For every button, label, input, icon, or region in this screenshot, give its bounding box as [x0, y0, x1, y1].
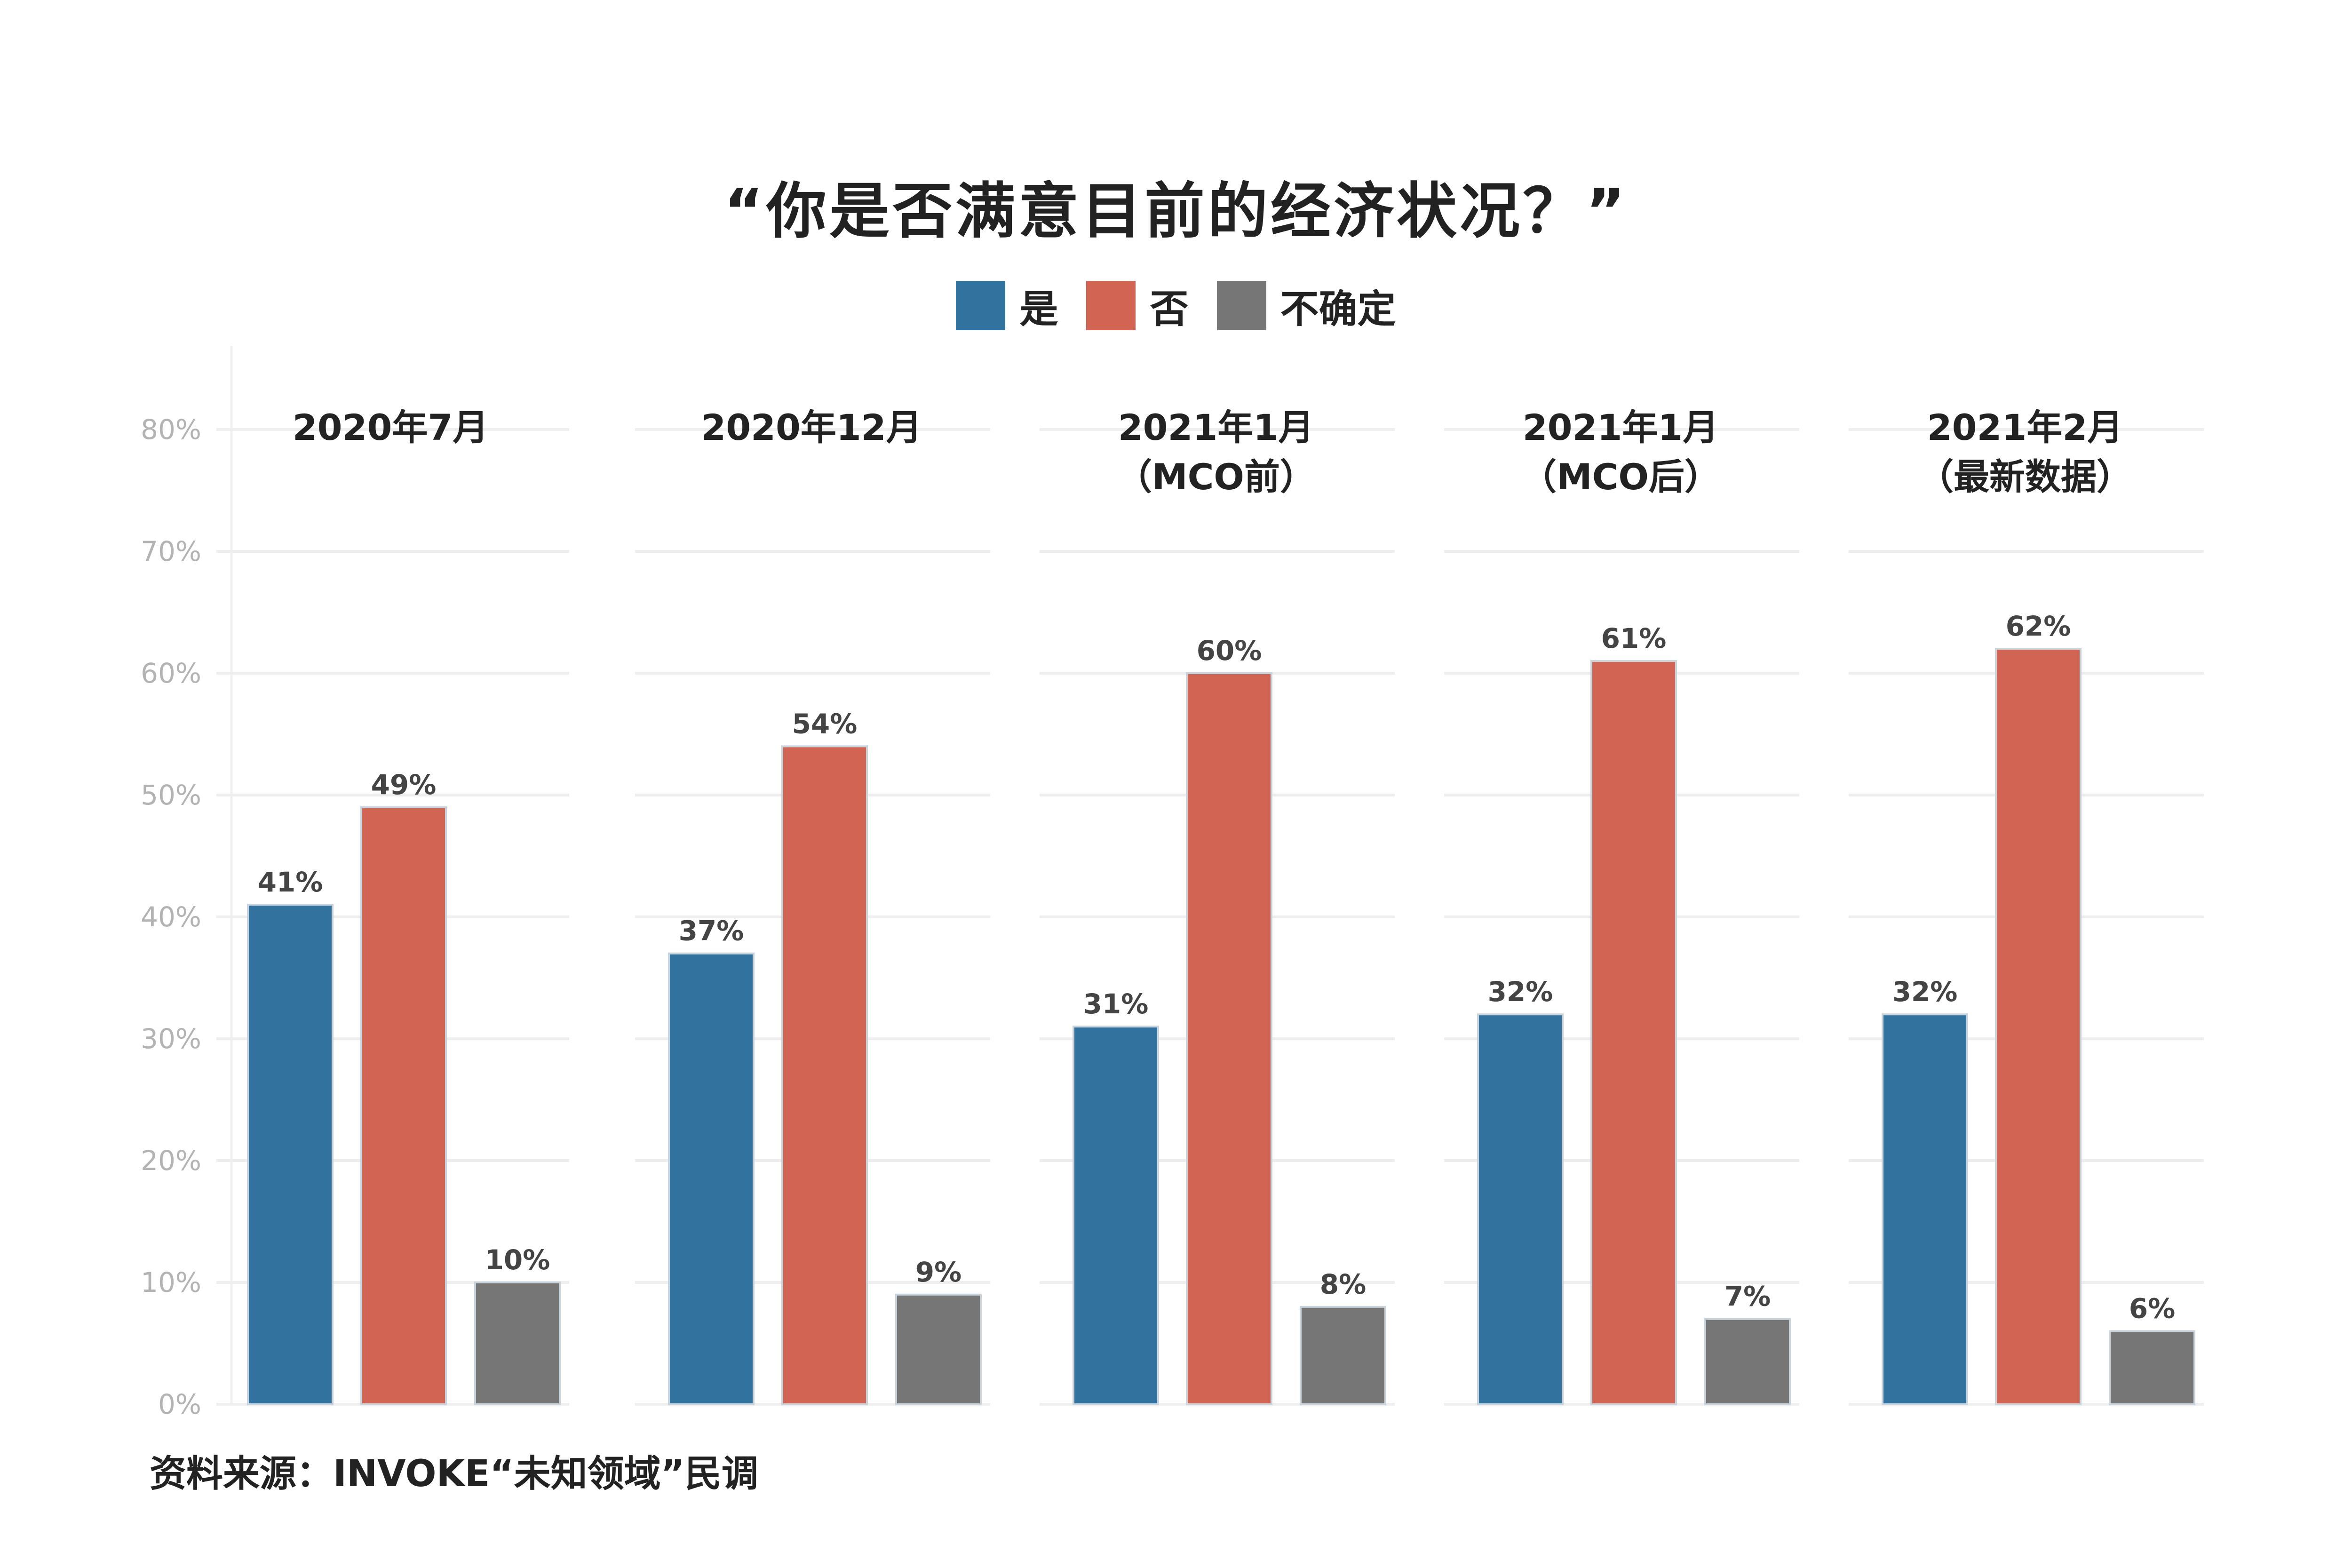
data-label: 49%: [371, 769, 437, 801]
y-tick-label: 0%: [158, 1388, 201, 1420]
legend-item-no: 否: [1086, 278, 1189, 334]
bar: [1073, 1026, 1159, 1406]
legend: 是 否 不确定: [0, 278, 2352, 334]
bar: [1704, 1318, 1791, 1405]
data-label: 41%: [258, 866, 323, 898]
data-label: 7%: [1724, 1281, 1771, 1313]
y-tick-label: 10%: [141, 1266, 201, 1298]
legend-swatch-unsure: [1216, 281, 1266, 330]
bar: [1186, 672, 1272, 1405]
legend-swatch-no: [1086, 281, 1136, 330]
data-label: 6%: [2129, 1293, 2175, 1325]
bar: [1995, 648, 2082, 1405]
data-label: 61%: [1601, 622, 1667, 654]
bar: [1300, 1305, 1386, 1406]
data-label: 60%: [1197, 635, 1262, 667]
bar: [2109, 1330, 2195, 1406]
data-label: 9%: [915, 1256, 961, 1288]
y-tick-label: 20%: [141, 1145, 201, 1177]
legend-label-yes: 是: [1019, 287, 1058, 332]
period-label: 2021年2月: [1927, 406, 2123, 448]
bar: [895, 1293, 982, 1405]
y-tick-label: 50%: [141, 779, 201, 811]
bar: [474, 1281, 561, 1405]
data-label: 37%: [679, 915, 744, 947]
bar: [1477, 1013, 1564, 1405]
legend-swatch-yes: [956, 281, 1006, 330]
period-label: 2021年1月: [1118, 406, 1314, 448]
legend-label-no: 否: [1150, 287, 1189, 332]
data-label: 32%: [1892, 976, 1958, 1008]
legend-item-unsure: 不确定: [1216, 278, 1396, 334]
bar: [360, 806, 447, 1405]
data-label: 54%: [792, 708, 858, 740]
data-label: 32%: [1488, 976, 1553, 1008]
source-note: 资料来源：INVOKE“未知领域”民调: [150, 1453, 758, 1495]
legend-label-unsure: 不确定: [1280, 287, 1396, 332]
period-label: （MCO后）: [1521, 456, 1720, 498]
period-label: （MCO前）: [1116, 456, 1316, 498]
y-tick-label: 60%: [141, 657, 201, 689]
y-tick-label: 40%: [141, 901, 201, 933]
legend-item-yes: 是: [956, 278, 1058, 334]
y-tick-label: 30%: [141, 1023, 201, 1055]
chart-title: “你是否满意目前的经济状况？”: [723, 176, 1629, 247]
y-tick-label: 80%: [141, 414, 201, 446]
period-label: 2020年7月: [293, 406, 488, 448]
data-label: 10%: [485, 1244, 550, 1276]
data-label: 8%: [1320, 1268, 1366, 1300]
bar: [781, 745, 868, 1405]
y-tick-label: 70%: [141, 535, 201, 567]
data-label: 62%: [2006, 610, 2071, 642]
data-label: 31%: [1083, 988, 1149, 1020]
bar: [1882, 1013, 1968, 1405]
bar: [1590, 660, 1677, 1405]
bar: [247, 904, 334, 1405]
period-label: 2021年1月: [1523, 406, 1718, 448]
period-label: 2020年12月: [701, 406, 922, 448]
bar: [668, 952, 755, 1405]
period-label: （最新数据）: [1918, 456, 2132, 498]
